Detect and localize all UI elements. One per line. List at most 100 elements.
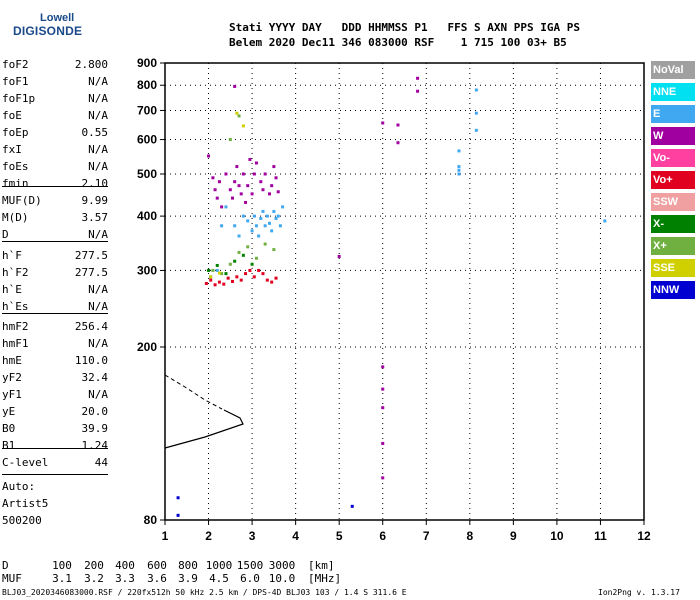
echo-point [254, 224, 258, 228]
param-row-h-es: h`Es N/A [2, 300, 108, 316]
param-row-m-d: M(D) 3.57 [2, 211, 108, 227]
param-name: fxI [2, 143, 22, 156]
x-tick-label: 2 [205, 529, 212, 543]
param-value: N/A [88, 283, 108, 296]
muf-distance-label: D [2, 559, 9, 572]
echo-point [265, 214, 269, 218]
param-name: M(D) [2, 211, 29, 224]
echo-point [220, 224, 224, 228]
echo-point [211, 268, 215, 272]
param-value: 277.5 [74, 266, 108, 279]
param-divider [2, 241, 108, 242]
echo-point [381, 365, 385, 369]
echo-point [474, 128, 478, 132]
x-tick-label: 3 [249, 529, 256, 543]
muf-value-cell: 3.2 [84, 572, 104, 585]
param-row-fxi: fxI N/A [2, 143, 108, 159]
x-tick-label: 10 [550, 529, 564, 543]
param-value: 256.4 [74, 320, 108, 333]
legend-item-x: X+ [651, 237, 695, 255]
legend-item-noval: NoVal [651, 61, 695, 79]
y-tick-label: 600 [137, 133, 157, 147]
echo-point [211, 176, 215, 180]
echo-point [272, 248, 276, 252]
echo-point [241, 214, 245, 218]
muf-distance-cell: 200 [84, 559, 104, 572]
muf-distance-cell: [km] [308, 559, 335, 572]
param-value: N/A [88, 300, 108, 313]
param-row-h-f: h`F 277.5 [2, 249, 108, 265]
header-line-2: Belem 2020 Dec11 346 083000 RSF 1 715 10… [229, 36, 567, 49]
echo-point [241, 124, 245, 128]
legend-item-sse: SSE [651, 259, 695, 277]
echo-point [228, 188, 232, 192]
echo-point [248, 268, 252, 272]
param-value: 3.57 [81, 211, 109, 224]
x-tick-label: 1 [162, 529, 169, 543]
y-tick-label: 200 [137, 340, 157, 354]
logo-lowell: Lowell [40, 12, 75, 24]
echo-point [209, 275, 213, 279]
muf-value-cell: 3.1 [52, 572, 72, 585]
param-name: h`E [2, 283, 22, 296]
echo-point [270, 280, 274, 284]
echo-point [270, 229, 274, 233]
echo-point [474, 111, 478, 115]
echo-point [241, 253, 245, 257]
echo-point [209, 278, 213, 282]
muf-distance-cell: 800 [178, 559, 198, 572]
footer-file-info: BLJ03_2020346083000.RSF / 220fx512h 50 k… [2, 588, 407, 597]
echo-point [272, 165, 276, 169]
x-tick-label: 6 [379, 529, 386, 543]
param-divider [2, 448, 108, 449]
echo-point [204, 281, 208, 285]
echo-point [224, 172, 228, 176]
echo-point [416, 89, 420, 93]
echo-point [396, 141, 400, 145]
y-tick-label: 700 [137, 103, 157, 117]
echo-point [230, 279, 234, 283]
echo-point [259, 180, 263, 184]
echo-point [241, 172, 245, 176]
param-value: N/A [88, 388, 108, 401]
param-name: C-level [2, 456, 49, 469]
muf-distance-cell: 1500 [236, 559, 264, 572]
param-row-c-level: C-level 44 [2, 456, 108, 472]
param-name: hmF2 [2, 320, 29, 333]
echo-point [259, 216, 263, 220]
param-value: N/A [88, 228, 108, 241]
echo-point [233, 180, 237, 184]
echo-point [246, 245, 250, 249]
echo-point [207, 268, 211, 272]
param-name: yF1 [2, 388, 22, 401]
legend-item-nnw: NNW [651, 281, 695, 299]
x-tick-label: 5 [336, 529, 343, 543]
profile-extrapolation [164, 374, 223, 410]
legend-item-x: X- [651, 215, 695, 233]
echo-point [381, 121, 385, 125]
echo-point [226, 276, 230, 280]
echo-point [215, 196, 219, 200]
echo-point [250, 229, 254, 233]
auto-artist: Artist5 [2, 497, 49, 510]
echo-point [244, 272, 248, 276]
echo-point [217, 180, 221, 184]
echo-point [252, 172, 256, 176]
y-tick-label: 300 [137, 263, 157, 277]
echo-point [416, 76, 420, 80]
echo-point [176, 513, 180, 517]
muf-value-cell: 10.0 [268, 572, 296, 585]
logo-digisonde: DIGISONDE [13, 24, 83, 38]
echo-point [274, 276, 278, 280]
param-row-foep: foEp 0.55 [2, 126, 108, 142]
echo-point [244, 200, 248, 204]
legend-item-nne: NNE [651, 83, 695, 101]
echo-point [176, 496, 180, 500]
echo-point [237, 234, 241, 238]
echo-point [265, 278, 269, 282]
y-tick-label: 500 [137, 167, 157, 181]
echo-point [261, 272, 265, 276]
param-value: 39.9 [81, 422, 109, 435]
param-row-h-e: h`E N/A [2, 283, 108, 299]
